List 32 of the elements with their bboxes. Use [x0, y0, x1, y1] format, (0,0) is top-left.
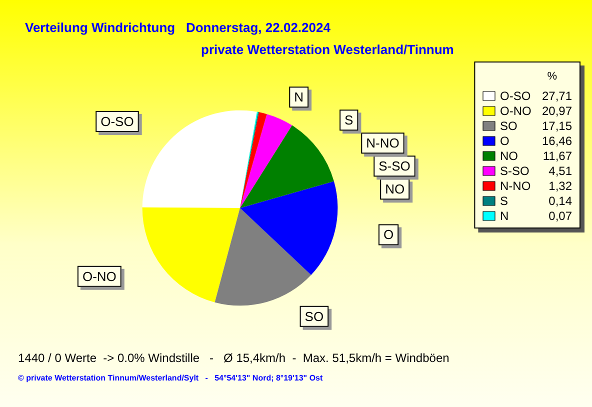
legend-label: S [500, 194, 508, 208]
data-label: 0,07 [548, 209, 572, 223]
category-label: N [294, 90, 304, 105]
chart-title: Verteilung Windrichtung Donnerstag, 22.02.2024 [25, 20, 332, 35]
category-label: S-SO [378, 158, 410, 174]
data-label: 4,51 [548, 164, 572, 178]
data-label: 16,46 [542, 134, 572, 148]
text: 1440 / 0 Werte -> 0.0% Windstille - Ø 15,4km/h - Max. 51,5km/h = Windböen [18, 351, 450, 365]
data-label: 0,14 [548, 194, 572, 208]
data-label: 17,15 [542, 119, 572, 133]
legend-title: % [547, 70, 558, 82]
legend-label: O-SO [500, 89, 531, 103]
legend-label: O-NO [500, 104, 532, 118]
data-label: 1,32 [548, 179, 572, 193]
legend-label: N [500, 209, 509, 223]
legend-label: NO [500, 149, 518, 163]
slice-label: O-SO [100, 114, 134, 129]
category-label: S [344, 112, 354, 128]
chart-subtitle: private Wetterstation Westerland/Tinnum [201, 42, 454, 57]
category-label: NO [385, 182, 405, 197]
data-label: 20,97 [542, 104, 572, 118]
data-label: 11,67 [542, 149, 572, 163]
legend-label: O [500, 134, 510, 148]
category-label: N-NO [366, 136, 400, 151]
data-label: 27,71 [542, 89, 572, 103]
slice-label: O-NO [82, 268, 116, 284]
legend-label: SO [500, 119, 518, 133]
slice-label: SO [304, 308, 324, 324]
legend-label: N-NO [500, 179, 531, 193]
category-label: O [383, 227, 394, 242]
legend-label: S-SO [500, 164, 530, 178]
text: © private Wetterstation Tinnum/Westerland/Sylt - 54°54'13" Nord; 8°19'13" Ost [18, 374, 323, 382]
